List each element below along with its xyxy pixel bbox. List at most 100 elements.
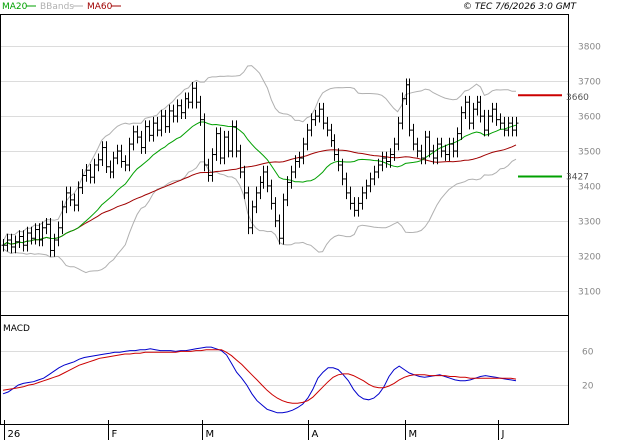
- price-bar: [301, 137, 306, 165]
- price-bar: [407, 78, 412, 137]
- price-bar: [356, 197, 361, 217]
- price-bar: [447, 137, 452, 161]
- ma60-line: [2, 144, 517, 246]
- price-bar: [44, 218, 49, 235]
- price-bar: [490, 102, 495, 123]
- macd-series-1: [2, 349, 517, 404]
- price-bar: [344, 172, 349, 200]
- price-tick-label: 3300: [578, 218, 601, 228]
- price-bar: [119, 144, 124, 168]
- price-bar: [190, 81, 195, 109]
- price-bar: [194, 81, 199, 109]
- price-bar: [64, 186, 69, 214]
- price-bar: [325, 116, 330, 137]
- legend-ma20: MA20: [2, 2, 28, 12]
- price-bar: [123, 155, 128, 172]
- month-label: 26: [8, 429, 21, 440]
- price-bar: [360, 186, 365, 210]
- price-bar: [435, 137, 440, 165]
- support-label: 3427: [566, 173, 589, 183]
- price-tick-label: 3400: [578, 183, 601, 193]
- bollinger-bands: [2, 65, 517, 274]
- price-bar: [246, 186, 251, 235]
- price-bar: [115, 144, 120, 165]
- price-bar: [210, 148, 215, 182]
- macd-lines: [2, 346, 517, 414]
- price-bar: [186, 92, 191, 109]
- price-bar: [147, 120, 152, 142]
- price-bar: [104, 141, 109, 174]
- legend-ma60: MA60: [87, 2, 113, 12]
- price-bar: [388, 148, 393, 168]
- price-bar: [52, 233, 57, 257]
- price-tick-label: 3600: [578, 113, 601, 123]
- price-bar: [305, 123, 310, 151]
- price-bar: [392, 137, 397, 161]
- price-bar: [198, 95, 203, 126]
- price-bar: [139, 130, 144, 154]
- price-bar: [143, 120, 148, 154]
- price-panel: [0, 14, 569, 316]
- price-bar: [486, 109, 491, 137]
- price-bar: [5, 233, 10, 252]
- month-label: J: [501, 429, 505, 440]
- price-bar: [72, 193, 77, 212]
- price-bar: [423, 130, 428, 165]
- price-bar: [368, 172, 373, 193]
- price-bar: [494, 102, 499, 126]
- price-bar: [289, 165, 294, 189]
- price-bar: [443, 144, 448, 161]
- bband-upper: [2, 65, 516, 242]
- price-tick-label: 3700: [578, 78, 601, 88]
- price-tick-label: 3100: [578, 288, 601, 298]
- price-bar: [478, 95, 483, 123]
- legend-bbands: BBands: [40, 2, 74, 12]
- price-bar: [321, 102, 326, 130]
- price-bar: [238, 144, 243, 179]
- ma60-path: [2, 144, 517, 246]
- price-bar: [33, 223, 38, 245]
- price-bar: [285, 176, 290, 207]
- price-bar: [455, 127, 460, 158]
- price-bar: [254, 186, 259, 214]
- price-bar: [135, 125, 140, 144]
- price-bar: [261, 165, 266, 189]
- price-bar: [332, 134, 337, 161]
- price-bar: [431, 144, 436, 165]
- price-bar: [502, 116, 507, 137]
- price-bar: [206, 158, 211, 182]
- macd-tick-label: 20: [582, 382, 594, 392]
- price-bar: [1, 238, 6, 252]
- price-bar: [171, 104, 176, 123]
- price-bar: [17, 230, 22, 249]
- price-bar: [364, 179, 369, 200]
- price-bar: [336, 148, 341, 172]
- price-bar: [88, 163, 93, 184]
- price-bar: [482, 109, 487, 137]
- price-bar: [226, 130, 231, 158]
- price-bar: [269, 179, 274, 210]
- price-bar: [25, 226, 30, 252]
- price-bar: [313, 109, 318, 126]
- price-bar: [100, 141, 105, 167]
- price-bar: [96, 153, 101, 172]
- price-bar: [498, 113, 503, 130]
- bband-lower: [2, 158, 517, 274]
- macd-tick-label: 60: [582, 348, 594, 358]
- price-bar: [411, 123, 416, 151]
- price-bar: [242, 165, 247, 200]
- price-bar: [127, 137, 132, 172]
- price-bar: [281, 193, 286, 245]
- price-bar: [506, 116, 511, 137]
- price-tick-label: 3500: [578, 148, 601, 158]
- price-bar: [419, 144, 424, 165]
- legend: MA20 BBands MA60: [2, 2, 121, 12]
- price-bar: [218, 127, 223, 165]
- price-bar: [167, 104, 172, 133]
- price-bar: [471, 102, 476, 130]
- price-bar: [21, 230, 26, 252]
- price-bar: [293, 155, 298, 179]
- ma20-line: [2, 121, 517, 246]
- price-bar: [48, 218, 53, 257]
